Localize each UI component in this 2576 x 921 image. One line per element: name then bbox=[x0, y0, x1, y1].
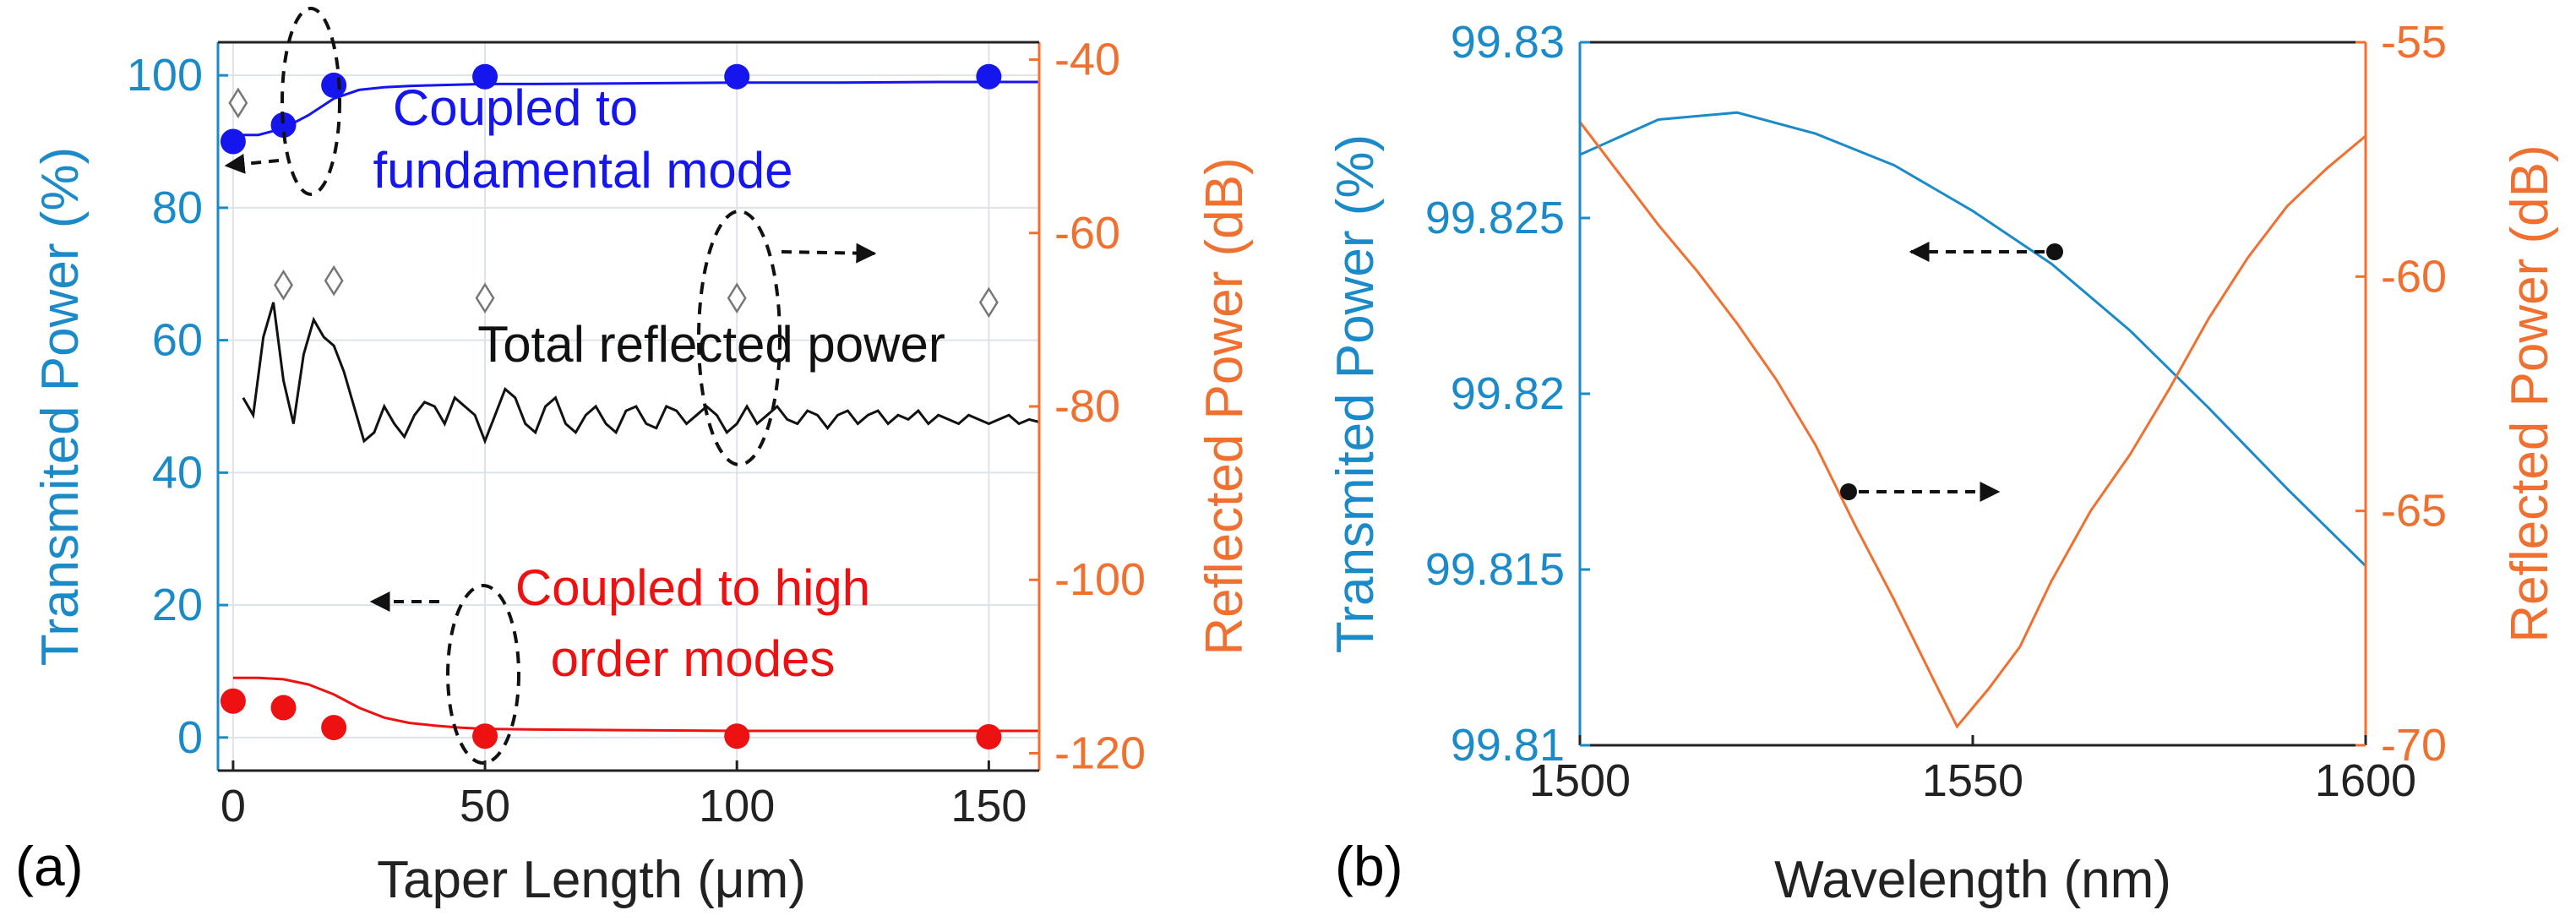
panel-b-ylabel-right: Reflected Power (dB) bbox=[2501, 144, 2559, 642]
x-tick-label: 150 bbox=[950, 781, 1027, 831]
y-right-tick-label: -70 bbox=[2381, 720, 2447, 771]
annotation-high-order-line2: order modes bbox=[551, 630, 836, 687]
panel-b-plot-area bbox=[1580, 42, 2366, 745]
panel-b-series bbox=[1578, 111, 2367, 729]
data-point bbox=[321, 72, 347, 98]
y-left-tick-label: 99.815 bbox=[1425, 544, 1565, 595]
y-left-tick-label: 60 bbox=[152, 315, 203, 366]
panel-a-xlabel: Taper Length (μm) bbox=[377, 851, 806, 909]
series-line-0 bbox=[232, 80, 1039, 137]
x-tick-label: 1550 bbox=[1922, 755, 2023, 806]
annotation-high-order-line1: Coupled to high bbox=[515, 559, 870, 616]
panel-a-ylabel-right: Reflected Power (dB) bbox=[1195, 157, 1254, 655]
y-right-tick-label: -120 bbox=[1054, 728, 1146, 778]
data-point bbox=[220, 688, 246, 714]
series-line-4 bbox=[242, 302, 1040, 445]
x-tick-label: 50 bbox=[460, 781, 510, 831]
panel-a-markers bbox=[220, 63, 1002, 750]
panel-b-chart: 1500 1550 1600 99.81 99.815 99.82 99.825 99.83 -… bbox=[1326, 17, 2559, 909]
series-line-0 bbox=[1579, 111, 2367, 567]
y-right-tick-label: -40 bbox=[1054, 35, 1120, 85]
data-point bbox=[472, 723, 498, 749]
y-left-tick-label: 40 bbox=[152, 447, 203, 498]
panel-a-ylabel-left: Transmited Power (%) bbox=[31, 147, 90, 666]
data-point bbox=[220, 128, 246, 155]
panel-b-xlabel: Wavelength (nm) bbox=[1774, 851, 2171, 909]
y-right-tick-label: -65 bbox=[2381, 486, 2447, 537]
panel-a-label: (a) bbox=[15, 835, 84, 897]
y-left-tick-label: 99.82 bbox=[1451, 368, 1565, 419]
diamond-point bbox=[274, 269, 293, 301]
y-left-tick-label: 100 bbox=[127, 50, 203, 101]
diamond-point bbox=[978, 286, 999, 319]
annotation-fundamental-line2: fundamental mode bbox=[373, 142, 793, 199]
annotation-fundamental-line1: Coupled to bbox=[393, 79, 638, 136]
data-point bbox=[270, 112, 297, 138]
panel-a-series bbox=[232, 80, 1040, 733]
data-point bbox=[724, 63, 750, 90]
callout-ellipse-fundamental bbox=[280, 7, 341, 196]
transmitted-arrow-dot bbox=[2046, 243, 2063, 260]
diamond-point bbox=[324, 264, 344, 297]
data-point bbox=[472, 63, 498, 90]
series-line-1 bbox=[1578, 121, 2366, 729]
y-right-tick-label: -80 bbox=[1054, 381, 1120, 432]
arrow-left-fundamental bbox=[224, 153, 280, 174]
y-left-tick-label: 80 bbox=[152, 183, 203, 233]
data-point bbox=[270, 695, 297, 721]
y-right-tick-label: -55 bbox=[2381, 17, 2447, 68]
diamond-point bbox=[475, 282, 495, 314]
arrow-right-reflected bbox=[781, 243, 877, 264]
panel-b-axes: 1500 1550 1600 99.81 99.815 99.82 99.825 99.83 -… bbox=[1425, 17, 2447, 806]
data-point bbox=[321, 715, 347, 741]
data-point bbox=[976, 724, 1002, 750]
panel-a-axes: 0 50 100 150 0 20 40 60 80 100 -120 -100 -80 -60 -40 bbox=[127, 35, 1146, 831]
panel-b-label: (b) bbox=[1335, 835, 1403, 897]
y-right-tick-label: -100 bbox=[1054, 554, 1146, 605]
data-point bbox=[976, 63, 1002, 90]
y-right-tick-label: -60 bbox=[1054, 208, 1120, 259]
x-tick-label: 0 bbox=[221, 781, 246, 831]
series-line-2 bbox=[232, 676, 1039, 733]
y-left-tick-label: 99.83 bbox=[1451, 17, 1565, 68]
y-left-tick-label: 20 bbox=[152, 580, 203, 630]
y-right-tick-label: -60 bbox=[2381, 251, 2447, 302]
diamond-point bbox=[228, 87, 248, 119]
panel-a-chart: 0 50 100 150 0 20 40 60 80 100 -120 -100 -80 -60 -40 C… bbox=[15, 7, 1254, 909]
y-left-tick-label: 99.81 bbox=[1451, 720, 1565, 771]
panel-b-ylabel-left: Transmited Power (%) bbox=[1326, 134, 1385, 653]
callout-ellipse-reflected bbox=[697, 210, 782, 466]
annotation-reflected: Total reflected power bbox=[477, 316, 945, 373]
diamond-point bbox=[727, 282, 747, 314]
x-tick-label: 100 bbox=[699, 781, 775, 831]
x-tick-label: 1500 bbox=[1529, 755, 1631, 806]
reflected-arrow-dot bbox=[1840, 483, 1857, 500]
panel-a-grid bbox=[218, 42, 1039, 771]
data-point bbox=[724, 723, 750, 749]
x-tick-label: 1600 bbox=[2315, 755, 2416, 806]
y-left-tick-label: 0 bbox=[177, 712, 203, 763]
callout-ellipse-high-order bbox=[446, 584, 520, 765]
y-left-tick-label: 99.825 bbox=[1425, 193, 1565, 243]
